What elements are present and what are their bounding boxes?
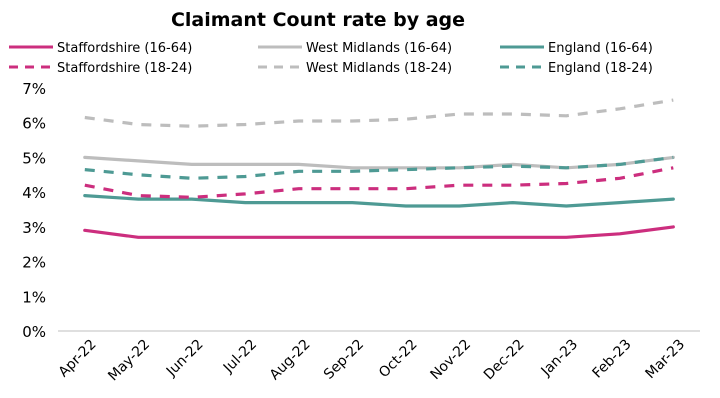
legend-label: England (16-64) — [548, 41, 653, 56]
series-line — [84, 98, 674, 128]
y-tick-label: 6% — [22, 115, 46, 133]
legend-label: Staffordshire (16-64) — [57, 41, 192, 56]
y-tick-label: 3% — [22, 219, 46, 237]
legend-label: England (18-24) — [548, 61, 653, 76]
x-tick-label: Feb-23 — [590, 337, 635, 382]
y-tick-label: 0% — [22, 323, 46, 341]
x-tick-label: Apr-22 — [56, 337, 100, 381]
series-line — [83, 225, 675, 239]
y-tick-label: 5% — [22, 149, 46, 167]
chart-title: Claimant Count rate by age — [171, 9, 465, 31]
x-tick-label: Jan-23 — [538, 337, 581, 380]
legend: Staffordshire (16-64) West Midlands (16-6… — [9, 41, 653, 76]
x-tick-label: Jul-22 — [220, 337, 260, 377]
x-tick-label: May-22 — [105, 337, 153, 385]
series-line — [84, 166, 674, 199]
x-tick-label: Nov-22 — [428, 337, 475, 384]
x-tick-label: Oct-22 — [376, 337, 421, 382]
plot-area — [83, 98, 675, 239]
x-tick-label: Dec-22 — [481, 337, 528, 384]
legend-label: West Midlands (16-64) — [306, 41, 452, 56]
y-axis: 0% 1% 2% 3% 4% 5% 6% 7% — [22, 80, 46, 341]
series-line — [84, 155, 674, 180]
x-tick-label: Jun-22 — [163, 337, 207, 381]
x-axis: Apr-22 May-22 Jun-22 Jul-22 Aug-22 Sep-22 Oct-… — [56, 330, 700, 385]
y-tick-label: 4% — [22, 184, 46, 202]
legend-label: Staffordshire (18-24) — [57, 61, 192, 76]
legend-label: West Midlands (18-24) — [306, 61, 452, 76]
x-tick-label: Aug-22 — [267, 337, 314, 384]
x-tick-label: Mar-23 — [643, 337, 689, 383]
y-tick-label: 1% — [22, 288, 46, 306]
y-tick-label: 7% — [22, 80, 46, 98]
x-tick-label: Sep-22 — [321, 337, 367, 383]
y-tick-label: 2% — [22, 254, 46, 272]
series-line — [83, 194, 675, 208]
series-line — [83, 155, 675, 170]
